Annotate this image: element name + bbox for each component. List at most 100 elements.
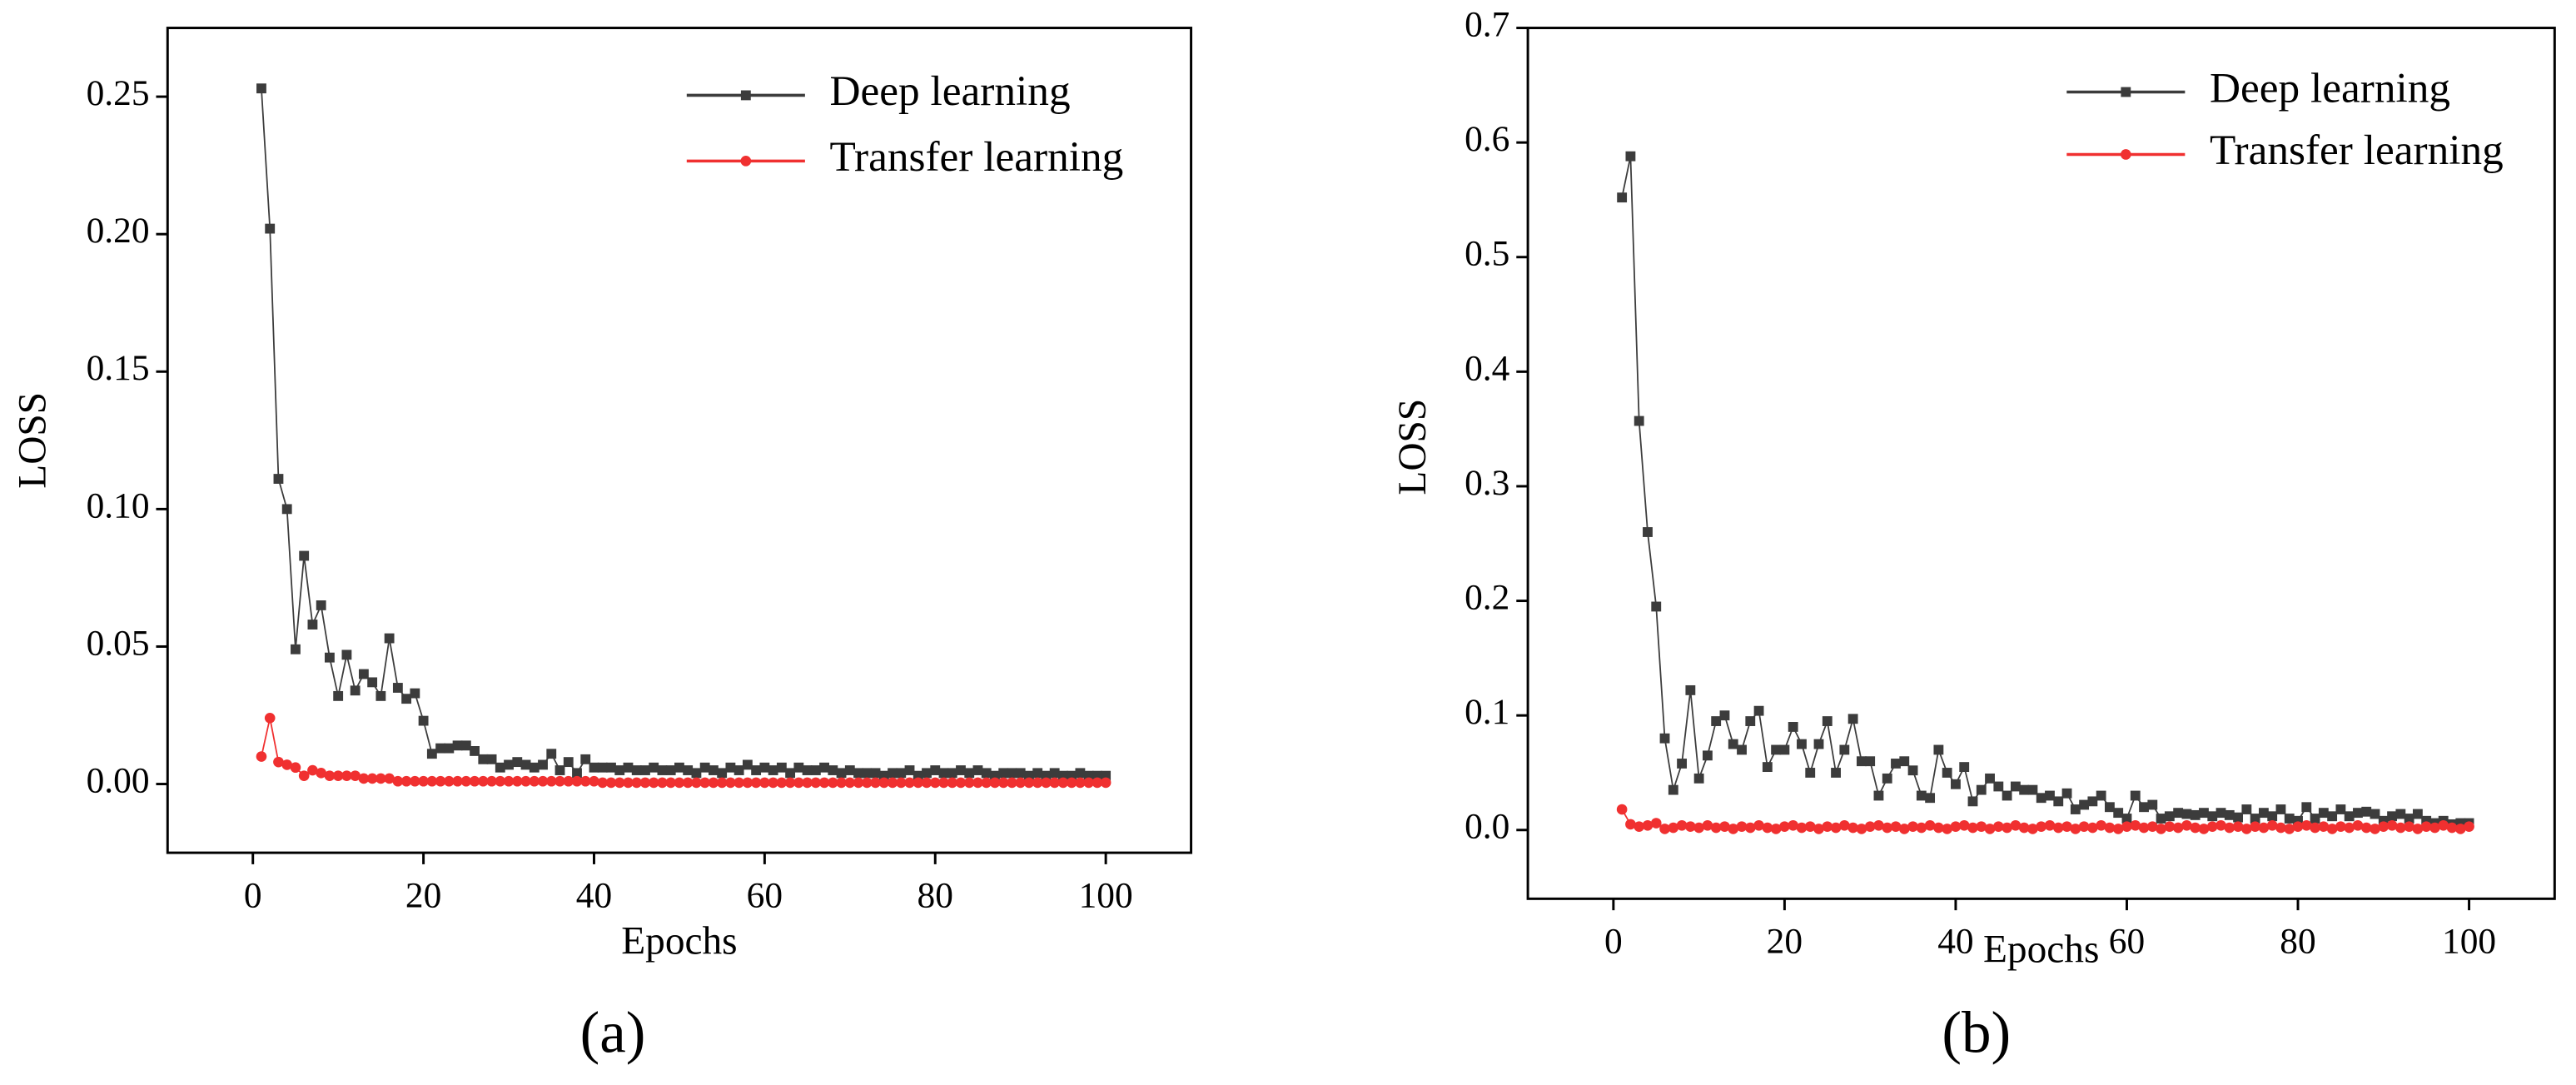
data-point <box>316 768 326 779</box>
data-point <box>2455 818 2466 829</box>
data-point <box>2404 814 2414 824</box>
data-point <box>802 765 813 775</box>
data-point <box>2199 808 2209 819</box>
data-point <box>2206 821 2218 832</box>
data-point <box>1710 822 1722 834</box>
data-point <box>1057 770 1068 781</box>
data-point <box>1882 822 1893 834</box>
data-point <box>460 740 471 751</box>
data-point <box>281 759 293 770</box>
legend-marker <box>740 90 751 101</box>
data-point <box>2146 821 2158 832</box>
data-point <box>742 777 753 789</box>
data-point <box>981 768 992 779</box>
data-point <box>511 775 523 787</box>
data-point <box>802 777 813 789</box>
data-point <box>623 762 634 773</box>
data-point <box>2250 814 2260 824</box>
data-point <box>990 770 1000 781</box>
data-point <box>1762 822 1773 834</box>
data-point <box>717 768 728 779</box>
data-point <box>529 762 540 773</box>
data-point <box>1745 716 1756 726</box>
legend-marker <box>2121 87 2131 97</box>
data-point <box>512 757 523 768</box>
data-point <box>2335 821 2346 832</box>
data-point <box>1882 773 1892 784</box>
data-point <box>930 765 941 775</box>
data-point <box>1702 750 1713 761</box>
data-point <box>2360 822 2372 834</box>
data-point <box>683 765 694 775</box>
panel-label: (b) <box>1942 1000 2011 1065</box>
data-point <box>1891 759 1901 769</box>
data-point <box>2181 809 2192 819</box>
data-point <box>1643 527 1653 537</box>
data-point <box>2156 814 2166 824</box>
data-point <box>861 777 873 789</box>
data-point <box>2172 822 2184 834</box>
data-point <box>972 777 983 789</box>
data-point <box>606 762 616 773</box>
data-point <box>828 765 838 775</box>
data-point <box>2061 788 2072 799</box>
data-point <box>400 775 412 787</box>
data-point <box>1770 824 1782 834</box>
data-point <box>2335 804 2346 814</box>
data-point <box>299 550 310 561</box>
data-point <box>2010 819 2022 831</box>
data-point <box>1677 759 1687 769</box>
data-point <box>734 777 744 789</box>
data-point <box>853 777 864 789</box>
data-point <box>2036 793 2046 804</box>
data-point <box>997 777 1009 789</box>
data-point <box>853 768 863 779</box>
data-point <box>2352 819 2364 831</box>
data-point <box>358 669 369 679</box>
data-point <box>392 683 403 693</box>
y-tick-label: 0.2 <box>1465 578 1509 618</box>
data-point <box>589 775 599 787</box>
data-point <box>520 775 531 787</box>
data-point <box>2079 799 2090 810</box>
data-point <box>768 777 778 789</box>
data-point <box>384 633 395 644</box>
data-point <box>1924 819 1936 831</box>
data-point <box>2446 822 2458 834</box>
data-point <box>1007 777 1017 789</box>
data-point <box>2036 821 2047 832</box>
data-point <box>1804 821 1816 832</box>
data-point <box>2002 790 2012 801</box>
data-point <box>631 765 642 775</box>
data-point <box>1993 821 2004 832</box>
data-point <box>1984 824 1996 834</box>
data-point <box>538 759 548 770</box>
data-point <box>410 688 420 699</box>
data-point <box>2310 822 2320 834</box>
x-tick-label: 60 <box>2109 922 2145 962</box>
data-point <box>1907 765 1918 776</box>
y-tick-label: 0.7 <box>1465 5 1509 45</box>
data-point <box>785 768 796 779</box>
data-point <box>2378 821 2390 832</box>
data-point <box>1830 822 1842 834</box>
data-point <box>699 762 710 773</box>
data-point <box>2232 821 2244 832</box>
data-point <box>350 770 361 781</box>
data-point <box>878 770 889 781</box>
data-point <box>2164 811 2175 822</box>
data-point <box>1728 739 1738 749</box>
data-point <box>819 762 830 773</box>
data-point <box>2353 808 2363 819</box>
data-point <box>444 743 455 754</box>
data-point <box>1933 822 1944 834</box>
data-point <box>2404 821 2414 832</box>
data-point <box>537 775 549 787</box>
data-point <box>410 775 420 787</box>
data-point <box>1762 762 1773 773</box>
data-point <box>2087 796 2098 807</box>
data-point <box>1049 768 1060 779</box>
data-point <box>708 765 719 775</box>
data-point <box>1685 821 1696 832</box>
x-tick-label: 20 <box>405 875 441 915</box>
